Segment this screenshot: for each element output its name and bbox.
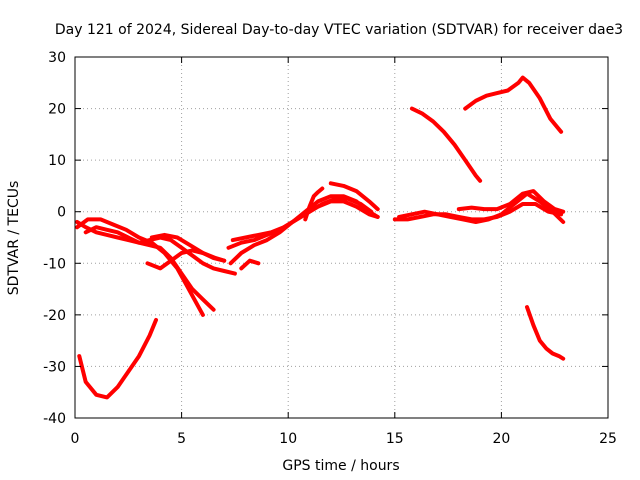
series-arc3 (75, 217, 205, 317)
plot-frame (74, 56, 609, 419)
series-arc4 (83, 225, 216, 312)
series-arc15 (456, 189, 566, 214)
y-tick-label: -30 (43, 359, 66, 375)
chart-title: Day 121 of 2024, Sidereal Day-to-day VTE… (55, 22, 623, 38)
x-tick-label: 20 (492, 431, 510, 447)
series-arc8 (226, 199, 380, 250)
series-arc11 (303, 186, 325, 222)
series-arc12 (328, 181, 380, 212)
series-arc14 (397, 191, 566, 224)
grid (75, 57, 608, 418)
x-tick-label: 0 (71, 431, 80, 447)
y-tick-label: 0 (57, 205, 66, 221)
y-tick-label: -40 (43, 411, 66, 427)
x-tick-label: 25 (599, 431, 617, 447)
series-arc10 (239, 258, 261, 271)
series-arc18 (525, 305, 566, 361)
series-arc1 (77, 318, 158, 400)
axis-ticks: 0 5 10 15 20 25 -40 -30 -20 -10 0 10 20 30 (43, 50, 617, 447)
y-tick-label: 20 (48, 102, 66, 118)
y-axis-label: SDTVAR / TECUs (6, 181, 22, 296)
series-arc6 (149, 232, 227, 263)
x-tick-label: 10 (279, 431, 297, 447)
series-layer (75, 75, 566, 400)
y-tick-label: -20 (43, 308, 66, 324)
x-axis-label: GPS time / hours (282, 458, 399, 474)
series-arc16 (409, 106, 483, 183)
x-tick-label: 5 (177, 431, 186, 447)
series-arc9 (230, 196, 374, 243)
x-tick-label: 15 (386, 431, 404, 447)
series-arc5 (145, 248, 227, 271)
series-arc17 (463, 75, 564, 134)
series-arc13 (392, 202, 564, 222)
y-tick-label: 30 (48, 50, 66, 66)
y-tick-label: 10 (48, 153, 66, 169)
y-tick-label: -10 (43, 256, 66, 272)
